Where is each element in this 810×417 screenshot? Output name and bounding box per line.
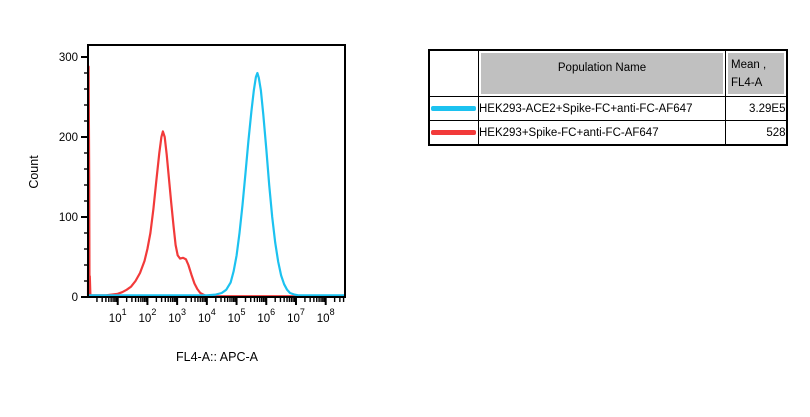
y-tick-label: 300 <box>59 52 78 64</box>
swatch-column-header <box>428 49 479 97</box>
mean-column-header-label: Mean , FL4-A <box>728 53 784 94</box>
histogram-curve <box>86 65 345 298</box>
y-tick-label: 0 <box>72 292 78 304</box>
y-axis-title: Count <box>27 155 41 189</box>
series-swatch-cell <box>428 120 479 146</box>
x-axis-title: FL4-A:: APC-A <box>176 350 259 364</box>
population-cell: HEK293+Spike-FC+anti-FC-AF647 <box>478 120 726 146</box>
mean-header-line2: FL4-A <box>731 77 763 89</box>
plot-frame <box>87 44 346 298</box>
x-tick-label: 105 <box>228 307 246 325</box>
tick-label-layer: 0 100 200 300 101 102 103 104 105 106 107 108 <box>59 52 335 325</box>
series-swatch-cell <box>428 96 479 121</box>
x-tick-label: 107 <box>287 307 305 325</box>
mean-value-cell: 3.29E5 <box>725 96 787 121</box>
mean-column-header: Mean , FL4-A <box>725 49 787 97</box>
red-series-swatch <box>431 130 476 135</box>
flow-histogram-svg: 0 100 200 300 101 102 103 104 105 106 107 108 Count… <box>27 44 346 364</box>
y-tick-label: 100 <box>59 212 78 224</box>
legend-table: Population Name Mean , FL4-A HEK293-ACE2… <box>428 49 788 146</box>
x-tick-label: 102 <box>139 307 157 325</box>
mean-header-line1: Mean , <box>731 59 767 71</box>
axes-layer <box>81 44 346 305</box>
x-tick-label: 108 <box>317 307 335 325</box>
x-tick-label: 103 <box>168 307 186 325</box>
table-row-control-population[interactable]: HEK293+Spike-FC+anti-FC-AF647 528 <box>428 120 787 146</box>
histogram-curve <box>88 71 345 297</box>
table-row-ace2-population[interactable]: HEK293-ACE2+Spike-FC+anti-FC-AF647 3.29E… <box>428 96 787 121</box>
population-name-header-label: Population Name <box>481 53 723 94</box>
population-name-header: Population Name <box>478 49 726 97</box>
x-tick-label: 106 <box>257 307 275 325</box>
legend-header-row: Population Name Mean , FL4-A <box>428 49 787 97</box>
population-cell: HEK293-ACE2+Spike-FC+anti-FC-AF647 <box>478 96 726 121</box>
cyan-series-swatch <box>431 106 476 111</box>
y-tick-label: 200 <box>59 132 78 144</box>
series-layer <box>86 65 345 298</box>
x-tick-label: 104 <box>198 307 216 325</box>
x-tick-label: 101 <box>109 307 127 325</box>
mean-value-cell: 528 <box>725 120 787 146</box>
